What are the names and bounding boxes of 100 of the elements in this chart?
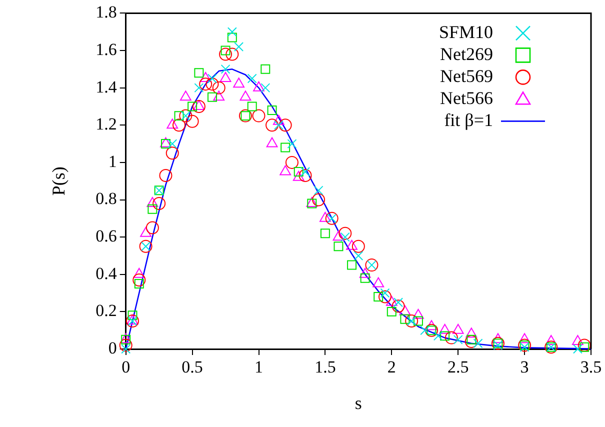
x-tick-label: 0 bbox=[122, 358, 130, 377]
point bbox=[312, 193, 326, 206]
point bbox=[266, 137, 278, 148]
point bbox=[347, 260, 357, 270]
point bbox=[572, 344, 582, 354]
point bbox=[140, 226, 152, 237]
point bbox=[132, 273, 146, 286]
point bbox=[226, 48, 239, 61]
point bbox=[166, 118, 178, 129]
point bbox=[374, 292, 384, 302]
point bbox=[227, 32, 237, 42]
point bbox=[200, 72, 212, 82]
point bbox=[168, 139, 178, 149]
x-tick-label: 2.5 bbox=[447, 358, 469, 377]
point bbox=[274, 120, 284, 130]
point bbox=[466, 328, 478, 338]
point bbox=[188, 102, 198, 112]
point bbox=[412, 308, 424, 319]
point bbox=[372, 277, 384, 288]
y-tick-label: 1.2 bbox=[96, 114, 117, 134]
point bbox=[433, 331, 443, 341]
point bbox=[152, 196, 166, 210]
point bbox=[260, 83, 270, 93]
point bbox=[220, 64, 230, 74]
point bbox=[354, 250, 364, 260]
point bbox=[413, 316, 423, 326]
legend-label: fit β=1 bbox=[444, 110, 493, 130]
point bbox=[180, 90, 192, 101]
legend-label: SFM10 bbox=[438, 22, 493, 42]
point bbox=[186, 114, 199, 128]
point bbox=[199, 78, 212, 91]
point bbox=[439, 324, 451, 334]
point bbox=[206, 78, 219, 91]
point bbox=[518, 333, 530, 344]
point bbox=[146, 196, 158, 207]
legend-label: Net269 bbox=[440, 44, 493, 64]
point bbox=[378, 290, 392, 304]
point bbox=[172, 118, 186, 132]
point bbox=[146, 221, 159, 234]
y-tick-label: 0.2 bbox=[96, 301, 117, 320]
point bbox=[280, 142, 290, 152]
point bbox=[267, 105, 277, 115]
point bbox=[314, 186, 324, 196]
point bbox=[174, 111, 184, 121]
point bbox=[320, 228, 330, 238]
point bbox=[352, 240, 365, 253]
legend-label: Net566 bbox=[440, 88, 493, 108]
point bbox=[272, 114, 284, 125]
point bbox=[212, 81, 226, 94]
y-tick-label: 0.6 bbox=[96, 226, 117, 246]
point bbox=[247, 102, 257, 112]
x-axis-title: s bbox=[354, 392, 362, 413]
point bbox=[119, 338, 132, 352]
point bbox=[128, 310, 138, 320]
point bbox=[346, 240, 358, 250]
point bbox=[252, 109, 266, 122]
point bbox=[444, 331, 458, 344]
point bbox=[400, 314, 410, 324]
point bbox=[213, 90, 225, 101]
point bbox=[247, 74, 257, 84]
point bbox=[298, 169, 312, 182]
point bbox=[360, 273, 370, 283]
point bbox=[227, 27, 237, 37]
point bbox=[359, 268, 371, 278]
point bbox=[386, 296, 398, 306]
point bbox=[192, 100, 206, 113]
point bbox=[399, 305, 411, 316]
y-tick-label: 1.4 bbox=[96, 77, 118, 96]
point bbox=[578, 338, 591, 352]
point bbox=[194, 83, 204, 93]
point bbox=[233, 78, 245, 88]
point bbox=[207, 92, 217, 102]
y-tick-label: 0.8 bbox=[96, 189, 117, 208]
x-tick-label: 0.5 bbox=[182, 358, 203, 377]
point bbox=[338, 226, 352, 240]
point bbox=[332, 230, 344, 241]
point bbox=[426, 320, 438, 330]
point bbox=[219, 48, 232, 61]
y-tick-label: 1 bbox=[108, 152, 117, 171]
point bbox=[292, 170, 304, 181]
point bbox=[392, 300, 405, 313]
point bbox=[260, 64, 270, 74]
point bbox=[234, 42, 244, 52]
y-tick-label: 1.8 bbox=[96, 2, 117, 22]
x-tick-label: 3.5 bbox=[580, 358, 602, 377]
point bbox=[280, 165, 292, 176]
point bbox=[278, 118, 292, 132]
point bbox=[240, 90, 252, 101]
point bbox=[440, 331, 450, 341]
point bbox=[133, 268, 145, 278]
point bbox=[320, 212, 331, 222]
point bbox=[287, 139, 297, 149]
point bbox=[148, 204, 158, 214]
point bbox=[253, 81, 264, 92]
x-tick-label: 1.5 bbox=[314, 358, 336, 377]
point bbox=[220, 72, 232, 82]
y-tick-label: 0 bbox=[108, 338, 117, 358]
y-tick-label: 0.4 bbox=[96, 264, 118, 283]
y-axis-title: P(s) bbox=[48, 166, 69, 196]
point bbox=[453, 334, 463, 344]
